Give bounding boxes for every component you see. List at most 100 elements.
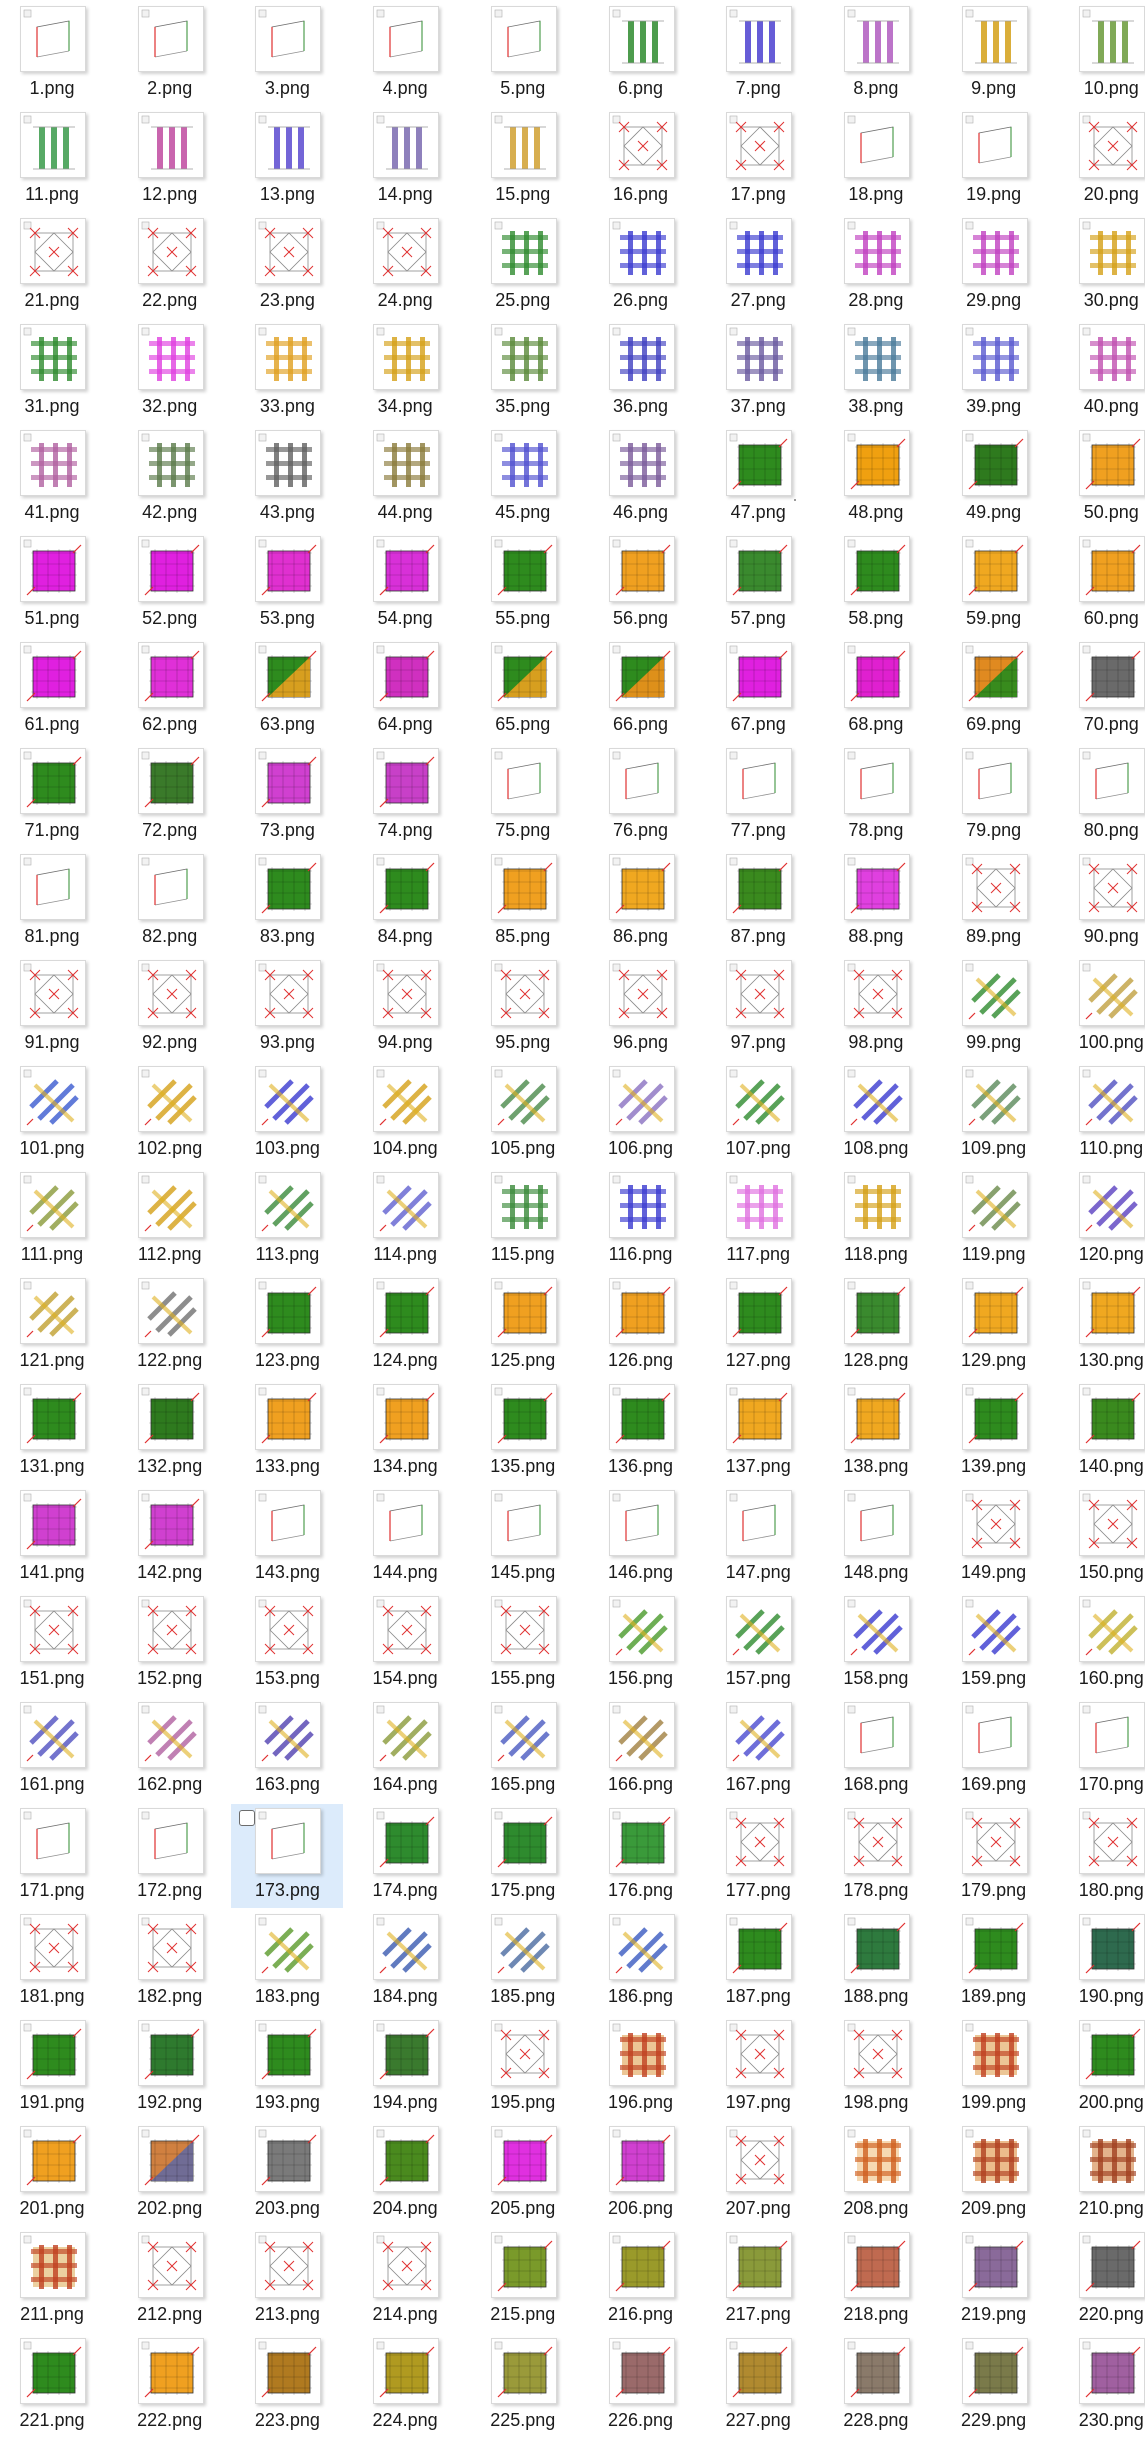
file-item[interactable]: 148.png bbox=[820, 1486, 932, 1590]
file-item[interactable]: 169.png bbox=[938, 1698, 1050, 1802]
file-item[interactable]: 178.png bbox=[820, 1804, 932, 1908]
file-item[interactable]: 158.png bbox=[820, 1592, 932, 1696]
file-item[interactable]: 46.png bbox=[585, 426, 697, 530]
file-item[interactable]: 98.png bbox=[820, 956, 932, 1060]
file-item[interactable]: 60.png bbox=[1055, 532, 1145, 636]
file-item[interactable]: 165.png bbox=[467, 1698, 579, 1802]
file-item[interactable]: 161.png bbox=[0, 1698, 108, 1802]
file-item[interactable]: 134.png bbox=[349, 1380, 461, 1484]
file-item[interactable]: 186.png bbox=[585, 1910, 697, 2014]
file-item[interactable]: 132.png bbox=[114, 1380, 226, 1484]
file-item[interactable]: 128.png bbox=[820, 1274, 932, 1378]
file-item[interactable]: 28.png bbox=[820, 214, 932, 318]
file-item[interactable]: 176.png bbox=[585, 1804, 697, 1908]
file-item[interactable]: 147.png bbox=[702, 1486, 814, 1590]
file-item[interactable]: 23.png bbox=[231, 214, 343, 318]
file-item[interactable]: 225.png bbox=[467, 2334, 579, 2438]
file-item[interactable]: 86.png bbox=[585, 850, 697, 954]
file-item[interactable]: 73.png bbox=[231, 744, 343, 848]
file-item[interactable]: 80.png bbox=[1055, 744, 1145, 848]
file-item[interactable]: 2.png bbox=[114, 2, 226, 106]
file-item[interactable]: 210.png bbox=[1055, 2122, 1145, 2226]
file-item[interactable]: 116.png bbox=[585, 1168, 697, 1272]
file-item[interactable]: 63.png bbox=[231, 638, 343, 742]
file-item[interactable]: 125.png bbox=[467, 1274, 579, 1378]
file-item[interactable]: 185.png bbox=[467, 1910, 579, 2014]
file-item[interactable]: 115.png bbox=[467, 1168, 579, 1272]
file-item[interactable]: 85.png bbox=[467, 850, 579, 954]
file-item[interactable]: 42.png bbox=[114, 426, 226, 530]
file-item[interactable]: 84.png bbox=[349, 850, 461, 954]
file-item[interactable]: 68.png bbox=[820, 638, 932, 742]
file-item[interactable]: 43.png bbox=[231, 426, 343, 530]
file-item[interactable]: 79.png bbox=[938, 744, 1050, 848]
file-item[interactable]: 122.png bbox=[114, 1274, 226, 1378]
file-item[interactable]: 184.png bbox=[349, 1910, 461, 2014]
file-item[interactable]: 31.png bbox=[0, 320, 108, 424]
file-item[interactable]: 193.png bbox=[231, 2016, 343, 2120]
file-item[interactable]: 141.png bbox=[0, 1486, 108, 1590]
file-item[interactable]: 146.png bbox=[585, 1486, 697, 1590]
file-item[interactable]: 155.png bbox=[467, 1592, 579, 1696]
file-item[interactable]: 69.png bbox=[938, 638, 1050, 742]
file-item[interactable]: 97.png bbox=[702, 956, 814, 1060]
file-item[interactable]: 145.png bbox=[467, 1486, 579, 1590]
file-item[interactable]: 144.png bbox=[349, 1486, 461, 1590]
file-item[interactable]: 76.png bbox=[585, 744, 697, 848]
file-item[interactable]: 150.png bbox=[1055, 1486, 1145, 1590]
file-item[interactable]: 21.png bbox=[0, 214, 108, 318]
file-item[interactable]: 156.png bbox=[585, 1592, 697, 1696]
file-item[interactable]: 100.png bbox=[1055, 956, 1145, 1060]
file-item[interactable]: 51.png bbox=[0, 532, 108, 636]
file-item[interactable]: 110.png bbox=[1055, 1062, 1145, 1166]
file-item[interactable]: 196.png bbox=[585, 2016, 697, 2120]
file-item[interactable]: 167.png bbox=[702, 1698, 814, 1802]
file-item[interactable]: 82.png bbox=[114, 850, 226, 954]
file-item[interactable]: 163.png bbox=[231, 1698, 343, 1802]
file-item[interactable]: 168.png bbox=[820, 1698, 932, 1802]
file-item[interactable]: 29.png bbox=[938, 214, 1050, 318]
file-item[interactable]: 81.png bbox=[0, 850, 108, 954]
file-item[interactable]: 211.png bbox=[0, 2228, 108, 2332]
file-item[interactable]: 160.png bbox=[1055, 1592, 1145, 1696]
file-item[interactable]: 47.png bbox=[702, 426, 814, 530]
file-item[interactable]: 39.png bbox=[938, 320, 1050, 424]
file-item[interactable]: 221.png bbox=[0, 2334, 108, 2438]
file-item[interactable]: 70.png bbox=[1055, 638, 1145, 742]
file-item[interactable]: 208.png bbox=[820, 2122, 932, 2226]
file-item[interactable]: 142.png bbox=[114, 1486, 226, 1590]
file-item[interactable]: 230.png bbox=[1055, 2334, 1145, 2438]
file-item[interactable]: 99.png bbox=[938, 956, 1050, 1060]
file-item[interactable]: 24.png bbox=[349, 214, 461, 318]
file-item[interactable]: 37.png bbox=[702, 320, 814, 424]
file-item[interactable]: 83.png bbox=[231, 850, 343, 954]
file-item[interactable]: 228.png bbox=[820, 2334, 932, 2438]
file-item[interactable]: 52.png bbox=[114, 532, 226, 636]
file-item[interactable]: 66.png bbox=[585, 638, 697, 742]
file-item[interactable]: 162.png bbox=[114, 1698, 226, 1802]
file-item[interactable]: 71.png bbox=[0, 744, 108, 848]
file-item[interactable]: 27.png bbox=[702, 214, 814, 318]
file-item[interactable]: 34.png bbox=[349, 320, 461, 424]
file-item[interactable]: 96.png bbox=[585, 956, 697, 1060]
file-item[interactable]: 171.png bbox=[0, 1804, 108, 1908]
file-item[interactable]: 170.png bbox=[1055, 1698, 1145, 1802]
file-item[interactable]: 61.png bbox=[0, 638, 108, 742]
file-item[interactable]: 173.png bbox=[231, 1804, 344, 1908]
file-item[interactable]: 222.png bbox=[114, 2334, 226, 2438]
file-item[interactable]: 108.png bbox=[820, 1062, 932, 1166]
file-item[interactable]: 18.png bbox=[820, 108, 932, 212]
file-item[interactable]: 72.png bbox=[114, 744, 226, 848]
file-item[interactable]: 67.png bbox=[702, 638, 814, 742]
file-item[interactable]: 33.png bbox=[231, 320, 343, 424]
file-item[interactable]: 50.png bbox=[1055, 426, 1145, 530]
file-item[interactable]: 166.png bbox=[585, 1698, 697, 1802]
file-item[interactable]: 64.png bbox=[349, 638, 461, 742]
file-item[interactable]: 7.png bbox=[702, 2, 814, 106]
file-item[interactable]: 16.png bbox=[585, 108, 697, 212]
file-item[interactable]: 57.png bbox=[702, 532, 814, 636]
file-item[interactable]: 109.png bbox=[938, 1062, 1050, 1166]
file-item[interactable]: 59.png bbox=[938, 532, 1050, 636]
file-item[interactable]: 203.png bbox=[231, 2122, 343, 2226]
file-item[interactable]: 138.png bbox=[820, 1380, 932, 1484]
